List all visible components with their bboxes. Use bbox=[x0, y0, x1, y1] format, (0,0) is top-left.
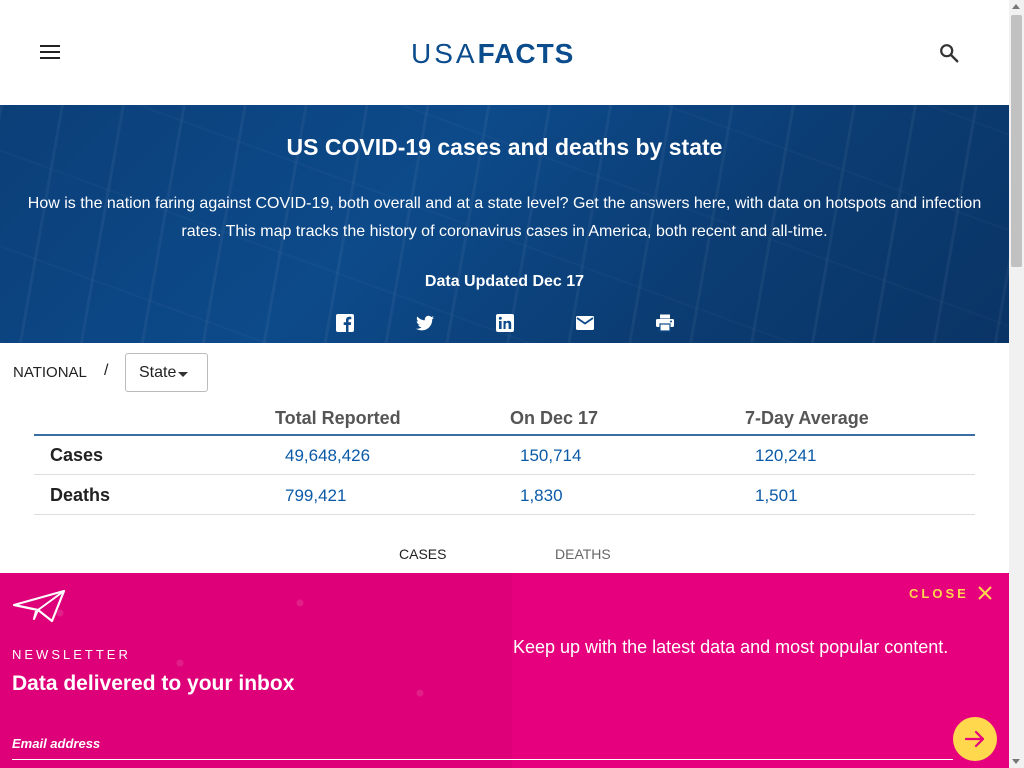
scroll-up-icon[interactable] bbox=[1012, 4, 1020, 9]
row-label-deaths: Deaths bbox=[50, 485, 111, 505]
facebook-icon[interactable] bbox=[335, 313, 355, 333]
logo-facts: FACTS bbox=[477, 38, 575, 69]
cases-average: 120,241 bbox=[755, 446, 817, 465]
print-icon[interactable] bbox=[655, 313, 675, 333]
page-title: US COVID-19 cases and deaths by state bbox=[286, 134, 723, 160]
column-header-average: 7-Day Average bbox=[745, 408, 869, 428]
breadcrumb-separator: / bbox=[104, 362, 109, 379]
page-description: How is the nation faring against COVID-1… bbox=[27, 195, 982, 240]
newsletter-banner: CLOSE NEWSLETTER Data delivered to your … bbox=[0, 573, 1009, 768]
hero-banner: US COVID-19 cases and deaths by state Ho… bbox=[0, 105, 1009, 343]
hero-background-texture bbox=[0, 105, 1009, 343]
deaths-today: 1,830 bbox=[520, 486, 563, 505]
cases-today: 150,714 bbox=[520, 446, 582, 465]
table-row-divider bbox=[34, 514, 975, 515]
table-header-divider bbox=[34, 434, 975, 436]
tab-deaths[interactable]: DEATHS bbox=[555, 546, 611, 562]
newsletter-kicker: NEWSLETTER bbox=[12, 647, 131, 662]
breadcrumb-national[interactable]: NATIONAL bbox=[13, 364, 87, 381]
close-label: CLOSE bbox=[909, 585, 969, 601]
close-button[interactable]: CLOSE bbox=[909, 583, 993, 603]
row-label-cases: Cases bbox=[50, 445, 104, 465]
linkedin-icon[interactable] bbox=[495, 313, 515, 333]
twitter-icon[interactable] bbox=[415, 313, 435, 333]
column-header-total: Total Reported bbox=[275, 408, 401, 428]
close-icon bbox=[978, 586, 992, 600]
state-select-dropdown[interactable]: State bbox=[125, 353, 208, 392]
logo-usa: USA bbox=[411, 38, 478, 69]
newsletter-tagline: Keep up with the latest data and most po… bbox=[513, 637, 949, 657]
email-field[interactable] bbox=[12, 728, 953, 760]
chevron-down-icon bbox=[178, 372, 188, 377]
scrollbar-thumb[interactable] bbox=[1011, 15, 1022, 267]
search-icon[interactable] bbox=[938, 42, 960, 64]
deaths-total: 799,421 bbox=[285, 486, 347, 505]
scroll-down-icon[interactable] bbox=[1012, 759, 1020, 764]
paper-plane-icon bbox=[12, 589, 66, 623]
state-select-value: State bbox=[139, 364, 177, 381]
cases-total: 49,648,426 bbox=[285, 446, 371, 465]
tab-cases[interactable]: CASES bbox=[399, 546, 447, 562]
usafacts-logo[interactable]: USAFACTS bbox=[411, 38, 574, 70]
hamburger-menu-icon[interactable] bbox=[40, 45, 60, 61]
newsletter-submit-button[interactable] bbox=[953, 717, 997, 761]
column-header-today: On Dec 17 bbox=[510, 408, 599, 428]
email-icon[interactable] bbox=[575, 313, 595, 333]
data-updated-label: Data Updated Dec 17 bbox=[424, 273, 585, 290]
table-row-divider bbox=[34, 474, 975, 475]
deaths-average: 1,501 bbox=[755, 486, 798, 505]
arrow-right-icon bbox=[964, 730, 985, 748]
site-header: USAFACTS bbox=[0, 0, 1009, 105]
newsletter-title: Data delivered to your inbox bbox=[12, 672, 295, 695]
